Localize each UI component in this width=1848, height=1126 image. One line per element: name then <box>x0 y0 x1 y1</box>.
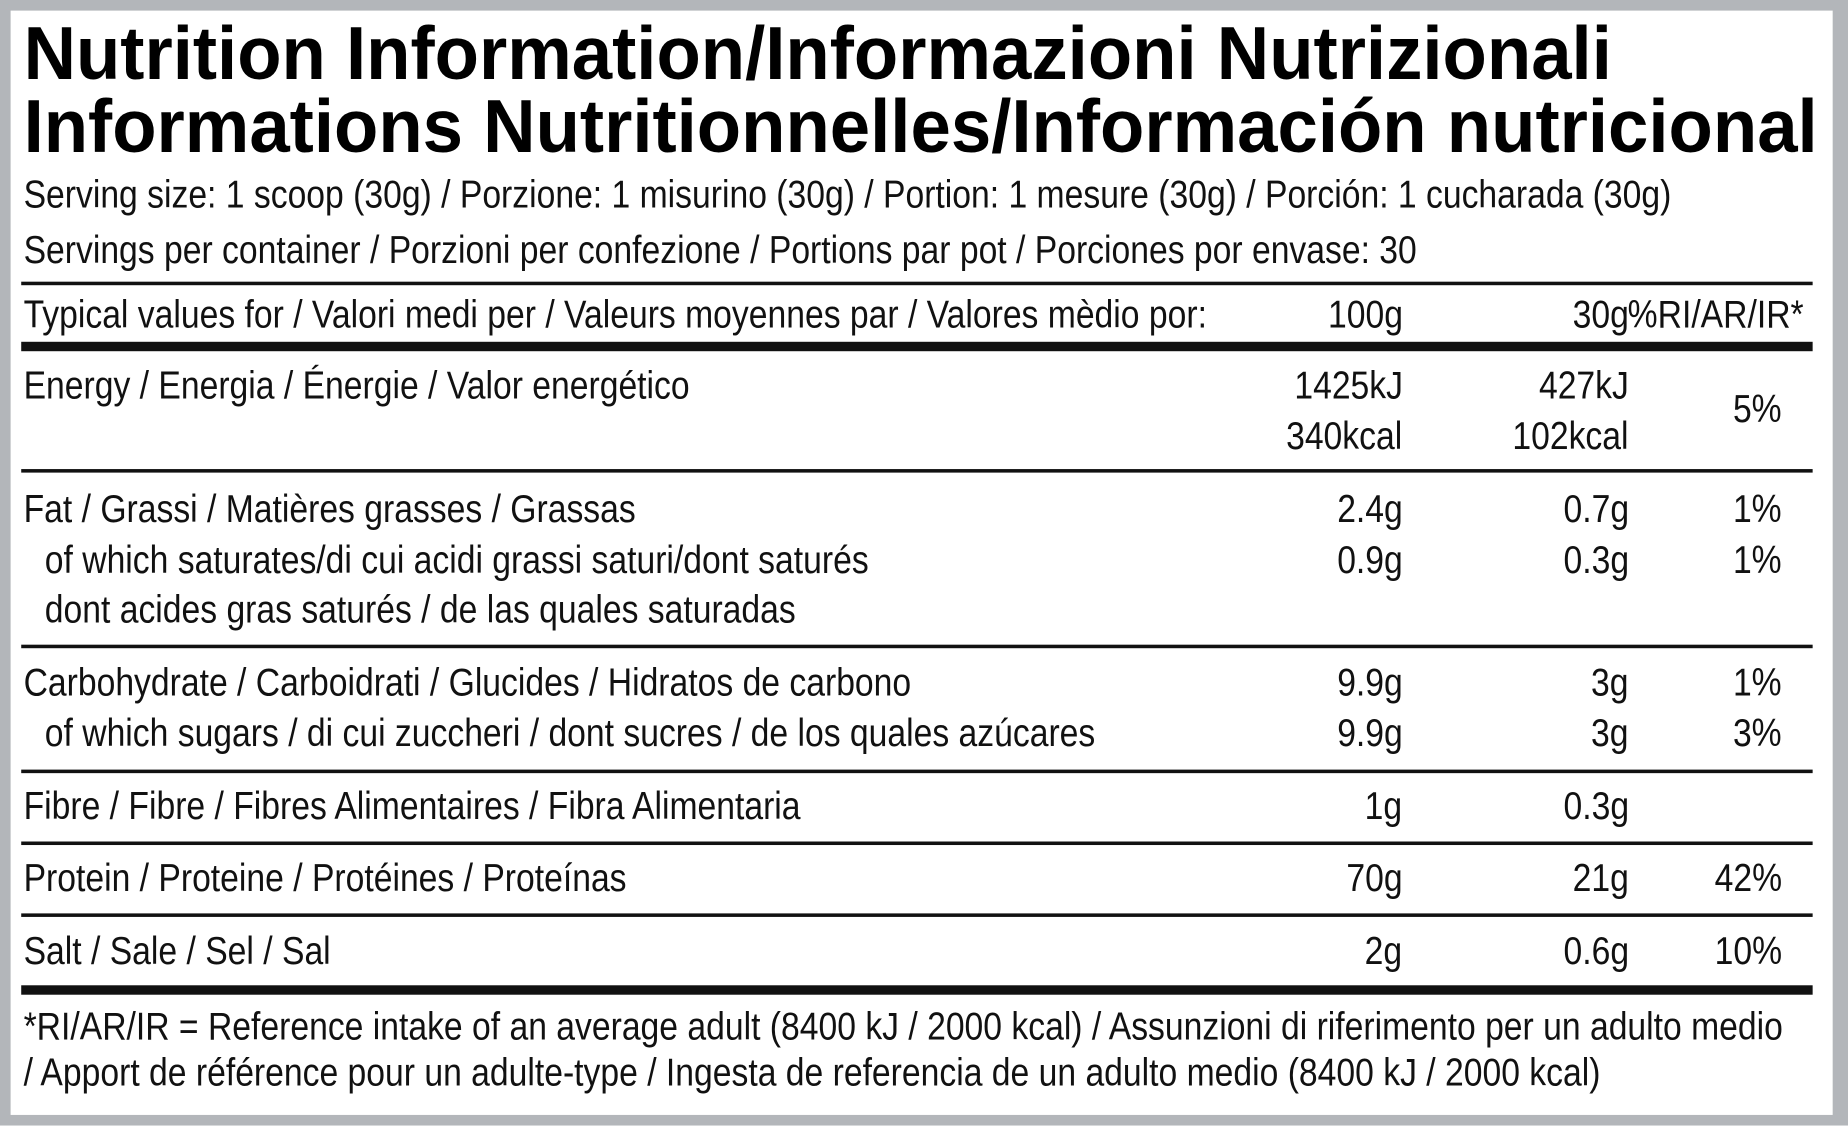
carbohydrate-label: Carbohydrate / Carboidrati / Glucides / … <box>23 659 912 704</box>
fibre-label: Fibre / Fibre / Fibres Alimentaires / Fi… <box>23 783 801 828</box>
salt-100g: 2g <box>1365 928 1403 973</box>
energy-30g-kj: 427kJ <box>1538 362 1629 407</box>
fat-100g: 2.4g <box>1336 486 1403 531</box>
carbohydrate-ri: 1% <box>1733 659 1782 704</box>
divider <box>21 841 1813 846</box>
divider <box>21 769 1813 774</box>
divider-thick <box>21 341 1813 352</box>
header-ri: %RI/AR/IR* <box>1627 292 1804 336</box>
energy-ri: 5% <box>1733 386 1782 431</box>
fibre-100g: 1g <box>1365 783 1403 828</box>
divider <box>21 469 1813 473</box>
divider <box>21 913 1813 917</box>
title-line-2: Informations Nutritionnelles/Información… <box>23 83 1818 169</box>
sugars-ri: 3% <box>1733 710 1782 755</box>
fat-30g: 0.7g <box>1563 486 1629 531</box>
protein-100g: 70g <box>1346 855 1403 900</box>
fibre-30g: 0.3g <box>1563 783 1629 828</box>
sugars-100g: 9.9g <box>1336 710 1403 755</box>
energy-label: Energy / Energia / Énergie / Valor energ… <box>23 362 690 407</box>
saturates-ri: 1% <box>1733 537 1782 582</box>
fat-ri: 1% <box>1733 486 1782 531</box>
header-label: Typical values for / Valori medi per / V… <box>23 292 1207 336</box>
carbohydrate-30g: 3g <box>1591 659 1629 704</box>
serving-size: Serving size: 1 scoop (30g) / Porzione: … <box>23 172 1672 216</box>
energy-30g-kcal: 102kcal <box>1512 413 1629 458</box>
protein-label: Protein / Proteine / Protéines / Proteín… <box>23 855 627 900</box>
divider <box>21 644 1813 649</box>
saturates-label: of which saturates/di cui acidi grassi s… <box>44 537 869 582</box>
fat-label: Fat / Grassi / Matières grasses / Grassa… <box>23 486 636 531</box>
header-100g: 100g <box>1327 292 1403 336</box>
saturates-label-2: dont acides gras saturés / de las quales… <box>44 586 796 631</box>
energy-100g-kj: 1425kJ <box>1293 362 1403 407</box>
saturates-30g: 0.3g <box>1563 537 1629 582</box>
footnote-line-1: *RI/AR/IR = Reference intake of an avera… <box>23 1004 1783 1048</box>
sugars-label: of which sugars / di cui zuccheri / dont… <box>44 710 1096 755</box>
salt-label: Salt / Sale / Sel / Sal <box>23 928 331 973</box>
servings-per-container: Servings per container / Porzioni per co… <box>23 227 1417 272</box>
footnote-line-2: / Apport de référence pour un adulte-typ… <box>23 1050 1601 1094</box>
nutrition-label: Nutrition Information/Informazioni Nutri… <box>10 10 1833 1115</box>
salt-30g: 0.6g <box>1563 928 1629 973</box>
divider <box>21 281 1813 286</box>
saturates-100g: 0.9g <box>1336 537 1403 582</box>
salt-ri: 10% <box>1714 928 1782 973</box>
carbohydrate-100g: 9.9g <box>1336 659 1403 704</box>
divider-thick <box>21 985 1813 995</box>
sugars-30g: 3g <box>1591 710 1629 755</box>
title-line-1: Nutrition Information/Informazioni Nutri… <box>23 10 1612 96</box>
energy-100g-kcal: 340kcal <box>1286 413 1403 458</box>
protein-ri: 42% <box>1714 855 1782 900</box>
header-30g: 30g <box>1572 292 1629 336</box>
protein-30g: 21g <box>1572 855 1629 900</box>
